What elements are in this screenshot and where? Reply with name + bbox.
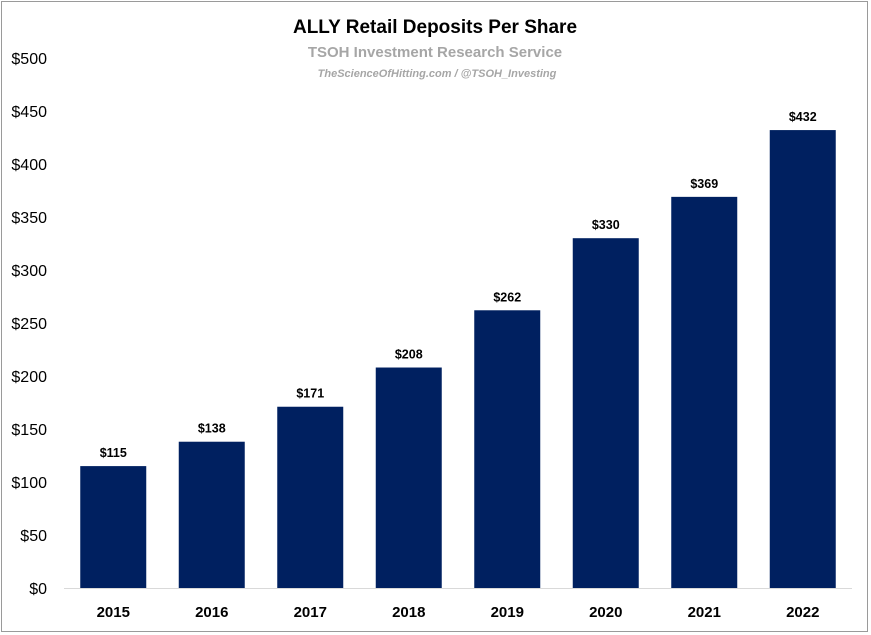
data-label: $432 [789, 110, 817, 124]
bar-2018 [375, 367, 442, 588]
bar-2016 [178, 441, 245, 588]
x-axis-ticks: 2015 2016 2017 2018 2019 2020 2021 2022 [97, 604, 820, 621]
y-tick-label: $150 [11, 422, 47, 439]
data-label: $330 [592, 218, 620, 232]
x-tick-label: 2022 [786, 604, 819, 621]
x-tick-label: 2015 [97, 604, 130, 621]
bar-2022 [769, 130, 836, 588]
y-tick-label: $500 [11, 51, 47, 68]
data-label: $138 [198, 422, 226, 436]
bar-2021 [671, 196, 738, 589]
chart-subtitle: TSOH Investment Research Service [308, 44, 562, 61]
x-tick-label: 2018 [392, 604, 425, 621]
y-tick-label: $250 [11, 316, 47, 333]
bar-2020 [572, 238, 639, 588]
x-tick-label: 2017 [294, 604, 327, 621]
data-label: $208 [395, 348, 423, 362]
x-tick-label: 2020 [589, 604, 622, 621]
bar-2019 [474, 310, 541, 588]
y-tick-label: $50 [20, 528, 47, 545]
y-tick-label: $350 [11, 210, 47, 227]
x-tick-label: 2016 [195, 604, 228, 621]
chart-title: ALLY Retail Deposits Per Share [293, 17, 577, 38]
y-tick-label: $300 [11, 263, 47, 280]
data-label: $369 [690, 177, 718, 191]
y-tick-label: $200 [11, 369, 47, 386]
data-label: $171 [296, 387, 324, 401]
data-label: $115 [100, 446, 127, 460]
x-tick-label: 2021 [688, 604, 721, 621]
y-tick-label: $400 [11, 157, 47, 174]
bar-2015 [80, 466, 147, 588]
chart-credit: TheScienceOfHitting.com / @TSOH_Investin… [318, 68, 557, 80]
y-tick-label: $100 [11, 475, 47, 492]
y-axis-ticks: $0 $50 $100 $150 $200 $250 $300 $350 $400 $450 $50… [11, 51, 47, 598]
bars-group [80, 130, 836, 589]
x-tick-label: 2019 [491, 604, 524, 621]
data-label: $262 [493, 290, 521, 304]
data-labels: $115 $138 $171 $208 $262 $330 $369 $432 [100, 110, 817, 460]
y-tick-label: $0 [29, 581, 47, 598]
y-tick-label: $450 [11, 104, 47, 121]
bar-2017 [277, 406, 344, 588]
